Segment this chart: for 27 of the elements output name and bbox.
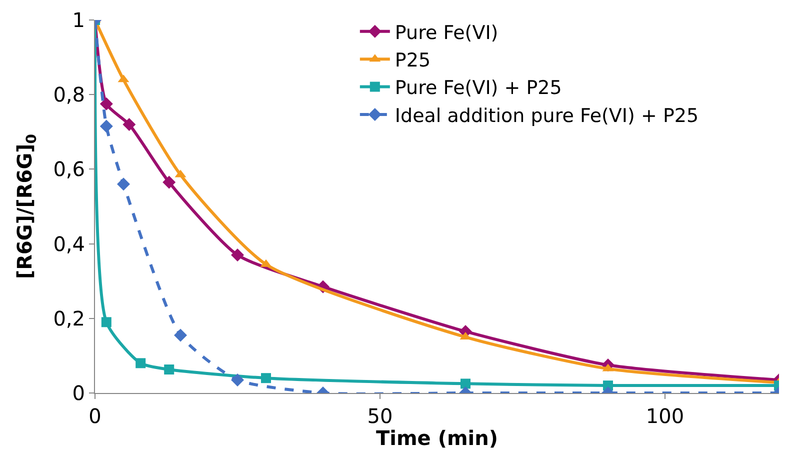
point (261, 373, 271, 384)
point (122, 118, 136, 131)
legend-label: P25 (394, 50, 431, 72)
point (164, 364, 174, 374)
point (100, 97, 113, 110)
point (162, 176, 176, 189)
point (117, 178, 130, 191)
point (136, 358, 146, 368)
x-tick-label: 0 (88, 404, 102, 428)
point (174, 328, 187, 342)
y-tick-label: 0,2 (53, 306, 85, 330)
legend-label: Pure Fe(VI) + P25 (394, 77, 562, 100)
point (460, 378, 470, 389)
y-tick-label: 1 (72, 8, 85, 32)
x-axis-title: Time (min) (376, 426, 498, 450)
legend-label: Pure Fe(VI) (394, 22, 498, 44)
point (101, 317, 112, 328)
y-tick-label: 0,4 (53, 232, 85, 256)
point (231, 373, 244, 386)
point (100, 120, 113, 133)
legend-label: Ideal addition pure Fe(VI) + P25 (394, 104, 699, 127)
point (231, 248, 244, 262)
y-tick-label: 0,6 (53, 157, 85, 182)
y-tick-label: 0 (72, 381, 85, 405)
x-tick-label: 100 (646, 404, 684, 428)
y-tick-label: 0,8 (53, 82, 85, 107)
x-tick-label: 50 (367, 404, 393, 428)
